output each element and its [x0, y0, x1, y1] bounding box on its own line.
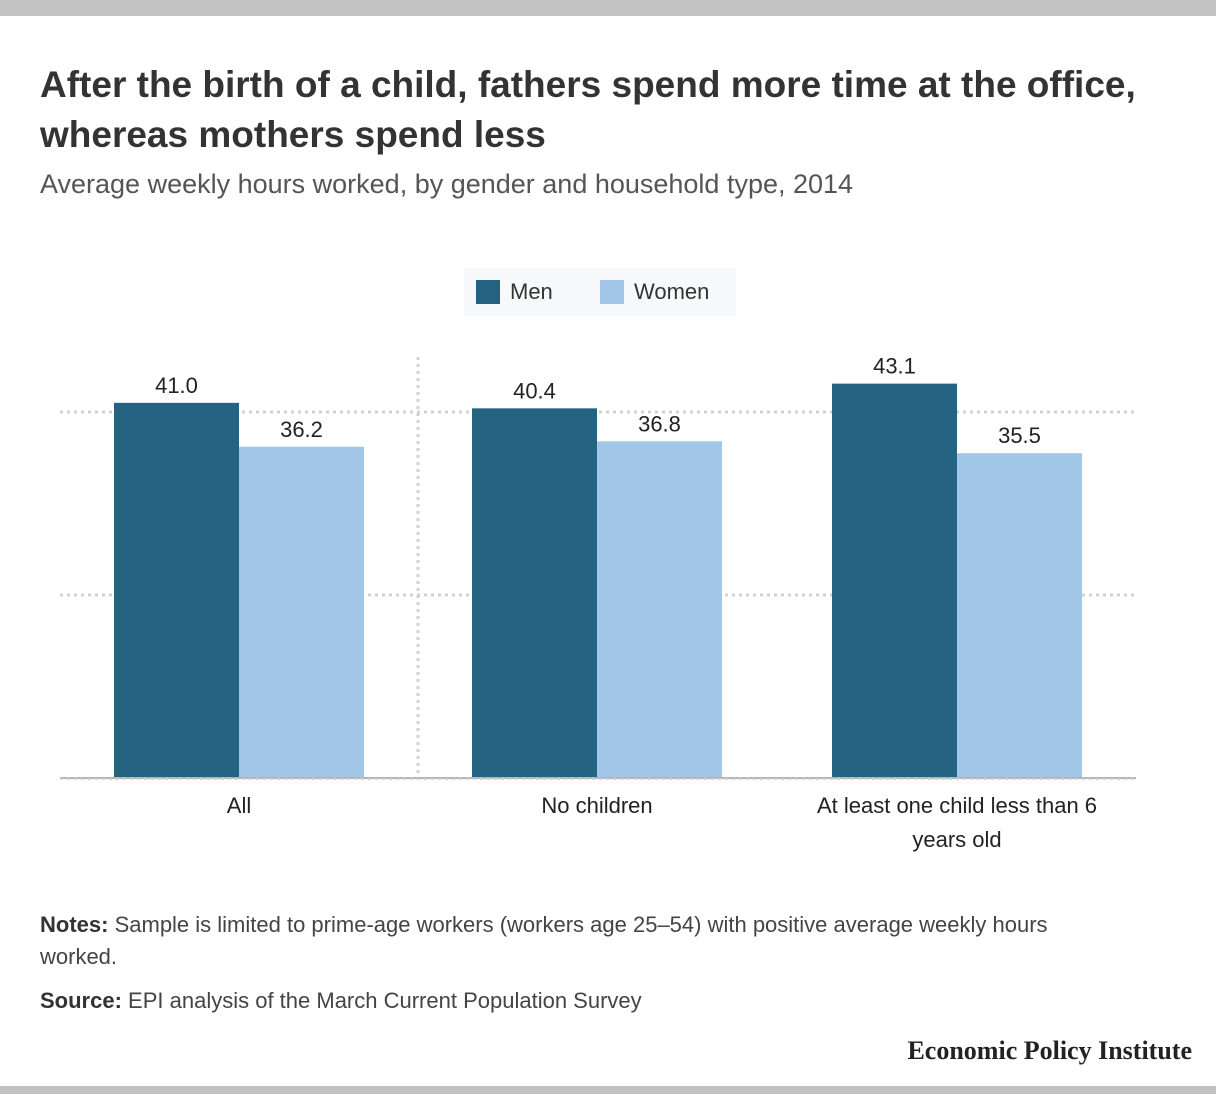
- legend-label-men: Men: [510, 279, 553, 304]
- bar-women-1: [597, 441, 722, 778]
- source-label: Source:: [40, 988, 122, 1013]
- data-label-men-2: 43.1: [873, 354, 916, 379]
- notes-label: Notes:: [40, 912, 109, 937]
- data-label-men-0: 41.0: [155, 373, 198, 398]
- legend-item-men: Men: [476, 278, 553, 306]
- legend-swatch-men: [476, 280, 500, 304]
- bottom-band: [0, 1086, 1216, 1094]
- source: Source: EPI analysis of the March Curren…: [40, 985, 1140, 1017]
- data-label-women-2: 35.5: [998, 423, 1041, 448]
- chart-subtitle: Average weekly hours worked, by gender a…: [40, 169, 854, 199]
- data-label-men-1: 40.4: [513, 378, 556, 403]
- source-text: EPI analysis of the March Current Popula…: [128, 988, 642, 1013]
- bar-men-0: [114, 402, 239, 778]
- bar-women-0: [239, 446, 364, 778]
- bar-chart: 41.0 36.2 40.4 36.8 43.1 35.5 All No children At…: [60, 354, 1136, 852]
- legend: Men Women: [464, 268, 736, 316]
- chart-title: After the birth of a child, fathers spen…: [40, 64, 1136, 155]
- notes-text: Sample is limited to prime-age workers (…: [40, 912, 1048, 969]
- category-label-1: No children: [541, 793, 652, 818]
- top-band: [0, 0, 1216, 16]
- legend-item-women: Women: [600, 278, 709, 306]
- notes: Notes: Sample is limited to prime-age wo…: [40, 909, 1060, 973]
- bar-women-2: [957, 453, 1082, 778]
- bar-men-1: [472, 408, 597, 778]
- legend-label-women: Women: [634, 279, 710, 304]
- brand-logo: Economic Policy Institute: [907, 1036, 1192, 1065]
- legend-swatch-women: [600, 280, 624, 304]
- category-label-2: At least one child less than 6 years old: [817, 793, 1097, 852]
- bar-men-2: [832, 383, 957, 778]
- data-label-women-0: 36.2: [280, 417, 323, 442]
- data-label-women-1: 36.8: [638, 411, 681, 436]
- category-label-0: All: [227, 793, 251, 818]
